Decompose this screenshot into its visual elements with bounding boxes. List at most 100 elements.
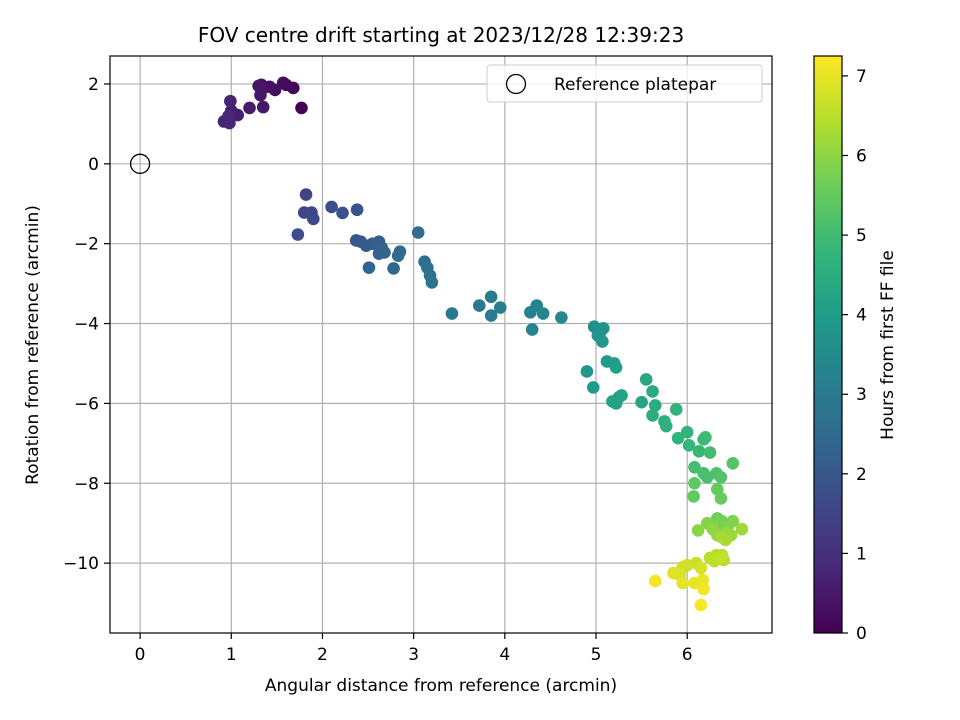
scatter-point (726, 456, 740, 470)
scatter-point (688, 460, 701, 474)
scatter-point (350, 203, 364, 217)
reference-platepar-marker (129, 153, 151, 174)
scatter-point (291, 228, 305, 241)
colorbar-tick-label: 7 (856, 67, 867, 87)
scatter-point (680, 425, 694, 439)
x-tick-label: 5 (591, 645, 602, 665)
colorbar-tick-label: 0 (856, 624, 867, 644)
scatter-point (659, 419, 673, 433)
y-tick-label: −8 (74, 474, 99, 494)
scatter-point (648, 574, 662, 588)
data-points (217, 76, 749, 612)
y-tick-label: 0 (88, 155, 99, 175)
scatter-point (697, 582, 710, 596)
colorbar-tick-label: 3 (856, 385, 867, 405)
x-axis-label: Angular distance from reference (arcmin) (265, 676, 617, 696)
scatter-point (256, 100, 270, 114)
scatter-point (484, 290, 498, 304)
colorbar-gradient (813, 55, 843, 634)
y-tick-label: −4 (74, 315, 99, 335)
x-tick-label: 6 (682, 645, 693, 665)
scatter-point (714, 470, 728, 484)
scatter-point (694, 598, 708, 612)
colorbar-tick-label: 4 (856, 306, 867, 326)
scatter-point (378, 246, 391, 259)
scatter-point (609, 361, 623, 374)
y-tick-label: 2 (88, 75, 99, 95)
scatter-point (493, 301, 507, 314)
scatter-point (726, 514, 740, 528)
colorbar-ticks: 0 1 2 3 4 5 6 7 (842, 67, 867, 644)
colorbar-tick-label: 6 (856, 146, 867, 166)
y-tick-label: −10 (63, 554, 99, 574)
scatter-point (391, 249, 405, 262)
scatter-point (362, 261, 376, 274)
scatter-point (387, 262, 400, 275)
scatter-point (555, 311, 568, 324)
scatter-point (735, 522, 749, 536)
scatter-point (692, 445, 706, 458)
scatter-point (646, 409, 659, 422)
scatter-point (254, 88, 267, 102)
scatter-point (580, 365, 594, 378)
scatter-point (719, 533, 732, 547)
x-axis-ticks: 0 1 2 3 4 5 6 (135, 633, 693, 665)
legend-reference-marker (505, 73, 527, 95)
x-tick-label: 0 (135, 645, 146, 665)
scatter-point (671, 431, 685, 445)
scatter-point (525, 323, 539, 336)
scatter-point (648, 399, 662, 412)
scatter-point (687, 490, 700, 503)
y-axis-ticks: 2 0 −2 −4 −6 −8 −10 (63, 75, 110, 574)
scatter-point (615, 389, 628, 402)
scatter-point (472, 299, 486, 312)
scatter-point (536, 307, 550, 320)
scatter-point (299, 188, 313, 201)
scatter-point (425, 276, 439, 289)
plot-frame (109, 55, 773, 634)
legend-box (486, 64, 763, 103)
scatter-point (669, 403, 683, 416)
colorbar-tick-label: 5 (856, 226, 867, 246)
x-tick-label: 3 (408, 645, 419, 665)
colorbar-label: Hours from first FF file (878, 250, 898, 440)
legend: Reference platepar (486, 64, 763, 103)
y-tick-label: −2 (74, 235, 99, 255)
scatter-point (703, 446, 717, 459)
scatter-point (694, 561, 708, 575)
scatter-point (691, 524, 705, 537)
scatter-point (445, 307, 459, 320)
scatter-point (586, 381, 600, 394)
scatter-point (276, 76, 290, 90)
legend-label: Reference platepar (554, 75, 716, 95)
x-tick-label: 1 (226, 645, 237, 665)
scatter-point (696, 573, 709, 587)
plot-area: 0 1 2 3 4 5 6 2 0 −2 −4 −6 −8 −10 (63, 55, 773, 665)
x-tick-label: 2 (317, 645, 328, 665)
colorbar: 0 1 2 3 4 5 6 7 Hours from first FF file (813, 55, 898, 644)
scatter-point (646, 385, 659, 398)
scatter-point (676, 576, 689, 590)
y-tick-label: −6 (74, 394, 99, 414)
scatter-point (699, 431, 712, 444)
chart-title: FOV centre drift starting at 2023/12/28 … (198, 23, 684, 47)
scatter-point (222, 109, 235, 123)
scatter-point (243, 101, 256, 115)
colorbar-tick-label: 1 (856, 544, 867, 564)
scatter-point (325, 200, 338, 214)
scatter-point (224, 94, 237, 108)
scatter-point (639, 373, 653, 386)
scatter-point (715, 550, 729, 564)
colorbar-tick-label: 2 (856, 465, 867, 485)
scatter-point (484, 309, 498, 322)
reference-marker-layer (129, 153, 151, 174)
scatter-point (714, 492, 728, 505)
scatter-point (635, 395, 648, 409)
grid (110, 56, 772, 633)
y-axis-label: Rotation from reference (arcmin) (23, 205, 43, 485)
scatter-point (667, 566, 680, 580)
x-tick-label: 4 (499, 645, 510, 665)
scatter-point (688, 476, 701, 490)
